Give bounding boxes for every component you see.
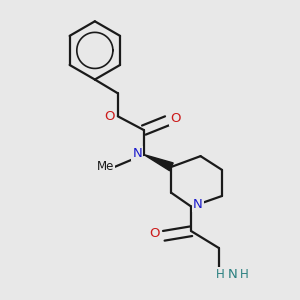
Polygon shape: [144, 154, 173, 171]
Text: H: H: [216, 268, 225, 281]
Text: N: N: [228, 268, 238, 281]
Text: Me: Me: [97, 160, 114, 173]
Text: O: O: [170, 112, 181, 125]
Text: H: H: [240, 268, 248, 281]
Text: O: O: [104, 110, 115, 123]
Text: O: O: [149, 227, 160, 241]
Text: N: N: [193, 198, 203, 211]
Text: N: N: [132, 147, 142, 160]
